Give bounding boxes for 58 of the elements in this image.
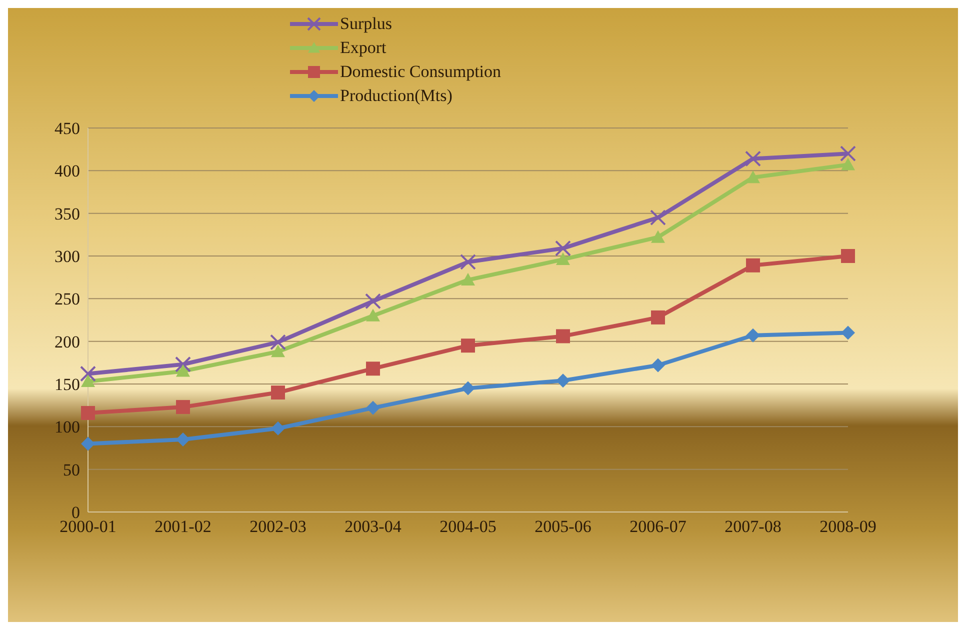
x-tick-label: 2008-09 [820,517,876,536]
point [175,356,191,372]
point [651,310,665,324]
point [650,210,666,226]
point [176,432,190,446]
point [81,406,95,420]
point [176,400,190,414]
x-tick-label: 2004-05 [440,517,496,536]
point [366,362,380,376]
y-tick-label: 100 [54,418,80,437]
point [461,381,475,396]
legend-label: Domestic Consumption [340,62,502,82]
x-tick-label: 2006-07 [630,517,687,536]
point [271,386,285,400]
point [176,364,190,377]
y-tick-label: 350 [54,204,80,224]
point [841,249,855,263]
y-tick-label: 400 [54,162,80,181]
x-tick-label: 2003-04 [344,517,402,536]
point [270,334,286,350]
point [651,358,665,372]
point [461,272,475,286]
x-tick-label: 2002-03 [250,517,306,536]
point [366,400,380,415]
point [81,436,95,451]
y-tick-label: 150 [54,375,80,394]
legend-label: Production(Mts) [340,86,452,106]
y-tick-label: 200 [54,332,80,352]
point [460,254,476,270]
legend-label: Export [340,38,386,58]
x-tick-label: 2005-06 [534,517,592,536]
point [841,326,855,340]
point [80,366,96,382]
point [81,374,95,388]
y-tick-label: 250 [54,290,80,309]
point [271,421,285,436]
y-tick-label: 450 [54,119,80,138]
legend-label: Surplus [340,14,392,34]
point [556,374,570,388]
x-tick-label: 2000-01 [60,517,116,536]
point [365,293,381,310]
point [555,240,571,256]
y-tick-label: 300 [54,247,80,266]
point [271,344,285,358]
y-tick-label: 50 [63,460,80,480]
point [461,338,475,353]
point [745,150,761,167]
point [840,146,856,162]
point [746,328,760,342]
point [366,308,380,322]
point [746,170,760,184]
x-tick-label: 2001-02 [154,517,212,536]
point [746,258,760,272]
point [841,158,855,170]
point [556,329,570,344]
point [556,252,570,266]
point [651,230,665,243]
x-tick-label: 2007-08 [724,517,782,536]
